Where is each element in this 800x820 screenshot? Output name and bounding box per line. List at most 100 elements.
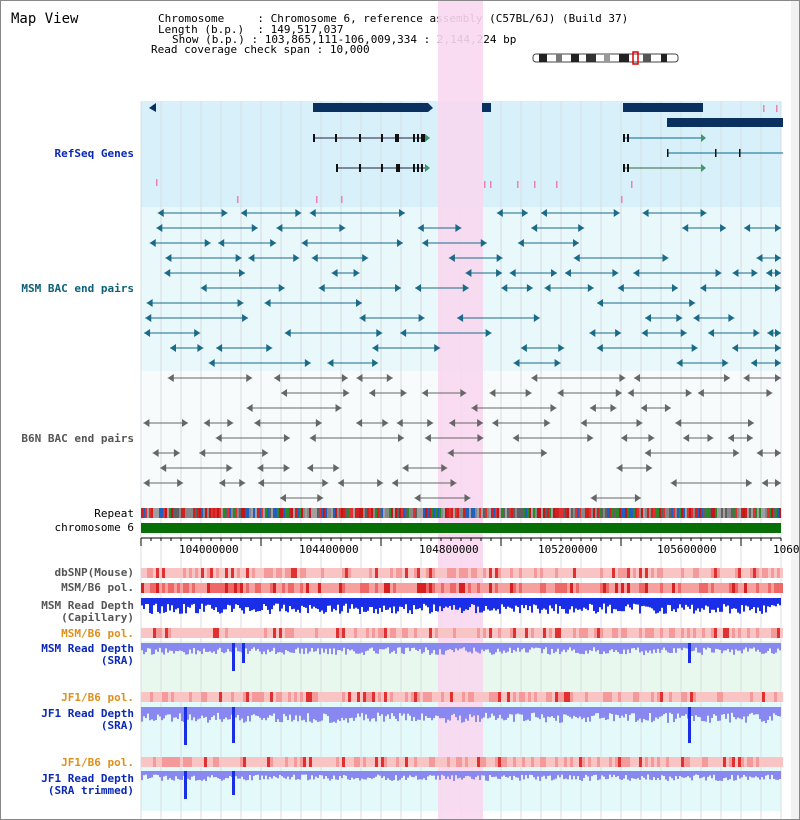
pol-cell xyxy=(228,628,231,638)
repeat-segment xyxy=(375,508,377,518)
pol-cell xyxy=(249,757,252,767)
bac-end-right xyxy=(341,374,348,382)
depth-bar xyxy=(171,707,173,722)
depth-bar xyxy=(707,707,709,716)
pol-cell xyxy=(294,692,297,702)
track-label-jf1-b6-pol-2[interactable]: JF1/B6 pol. xyxy=(61,756,134,769)
ideogram-position-marker xyxy=(632,51,639,65)
pol-cell xyxy=(144,583,147,593)
pol-cell xyxy=(678,628,681,638)
pol-cell xyxy=(417,583,420,593)
depth-bar xyxy=(649,707,651,713)
pol-cell xyxy=(558,692,561,702)
depth-bar xyxy=(287,771,289,777)
pol-cell xyxy=(552,757,555,767)
track-label-msm-bac[interactable]: MSM BAC end pairs xyxy=(21,282,134,295)
pol-cell xyxy=(702,692,705,702)
pol-cell xyxy=(300,583,303,593)
pol-cell xyxy=(342,583,345,593)
depth-bar xyxy=(255,771,257,776)
pol-cell xyxy=(300,757,303,767)
depth-bar xyxy=(473,643,475,648)
repeat-segment xyxy=(365,508,367,518)
depth-bar xyxy=(397,598,399,612)
depth-spike xyxy=(688,707,691,743)
track-label-jf1-read-depth-sra[interactable]: JF1 Read Depth (SRA) xyxy=(41,707,134,732)
pol-cell xyxy=(174,692,177,702)
depth-bar xyxy=(343,771,345,775)
track-label-msm-read-depth-capillary[interactable]: MSM Read Depth (Capillary) xyxy=(41,599,134,624)
bac-end-right xyxy=(728,314,735,322)
track-label-jf1-read-depth-trimmed[interactable]: JF1 Read Depth (SRA trimmed) xyxy=(41,772,134,797)
bac-end-right xyxy=(197,344,204,352)
gene-exon xyxy=(398,164,400,172)
depth-bar xyxy=(349,771,351,781)
pol-cell xyxy=(621,628,624,638)
depth-bar xyxy=(655,771,657,781)
pol-cell xyxy=(252,692,255,702)
depth-bar xyxy=(711,598,713,610)
bac-end-left xyxy=(489,389,496,397)
depth-bar xyxy=(181,707,183,722)
pol-cell xyxy=(465,692,468,702)
depth-bar xyxy=(615,707,617,715)
pol-cell xyxy=(522,583,525,593)
pol-cell xyxy=(747,757,750,767)
depth-bar xyxy=(351,643,353,650)
ideogram-band xyxy=(556,54,562,62)
depth-bar xyxy=(269,598,271,614)
track-label-refseq[interactable]: RefSeq Genes xyxy=(54,147,134,160)
pol-cell xyxy=(420,568,423,578)
track-label-msm-b6-pol-1[interactable]: MSM/B6 pol. xyxy=(61,581,134,594)
bac-end-right xyxy=(610,404,617,412)
depth-bar xyxy=(481,598,483,613)
bac-end-left xyxy=(264,299,271,307)
pol-cell xyxy=(573,692,576,702)
track-label-jf1-b6-pol-1[interactable]: JF1/B6 pol. xyxy=(61,691,134,704)
depth-bar xyxy=(145,707,147,719)
pol-cell xyxy=(453,583,456,593)
track-label-dbsnp[interactable]: dbSNP(Mouse) xyxy=(54,566,134,579)
pol-cell xyxy=(564,628,567,638)
depth-bar xyxy=(143,771,145,776)
repeat-segment xyxy=(571,508,573,518)
gene-strand-arrow xyxy=(701,134,706,142)
depth-bar xyxy=(705,598,707,606)
bac-end-right xyxy=(251,224,258,232)
pol-cell xyxy=(231,757,234,767)
depth-bar xyxy=(149,643,151,649)
depth-bar xyxy=(391,598,393,614)
depth-bar xyxy=(211,707,213,718)
depth-bar xyxy=(385,707,387,717)
pol-cell xyxy=(606,757,609,767)
pol-cell xyxy=(576,692,579,702)
gene-exon xyxy=(627,134,629,142)
pol-cell xyxy=(411,628,414,638)
depth-bar xyxy=(269,707,271,716)
repeat-segment xyxy=(473,508,475,518)
track-label-b6n-bac[interactable]: B6N BAC end pairs xyxy=(21,432,134,445)
repeat-segment xyxy=(381,508,383,518)
bac-end-right xyxy=(270,239,277,247)
pol-cell xyxy=(591,692,594,702)
pol-cell xyxy=(201,757,204,767)
pol-cell xyxy=(573,628,576,638)
track-label-msm-read-depth-sra[interactable]: MSM Read Depth (SRA) xyxy=(41,642,134,667)
pol-cell xyxy=(159,757,162,767)
depth-bar xyxy=(169,771,171,779)
depth-bar xyxy=(779,643,781,651)
depth-bar xyxy=(373,598,375,614)
track-label-msm-b6-pol-2[interactable]: MSM/B6 pol. xyxy=(61,627,134,640)
pol-cell xyxy=(183,692,186,702)
repeat-segment xyxy=(493,508,495,518)
pol-cell xyxy=(234,583,237,593)
depth-bar xyxy=(659,771,661,781)
depth-bar xyxy=(239,771,241,779)
pol-cell xyxy=(768,628,771,638)
pol-cell xyxy=(585,568,588,578)
pol-cell xyxy=(375,583,378,593)
pol-cell xyxy=(774,583,777,593)
pol-cell xyxy=(570,628,573,638)
depth-bar xyxy=(577,771,579,777)
